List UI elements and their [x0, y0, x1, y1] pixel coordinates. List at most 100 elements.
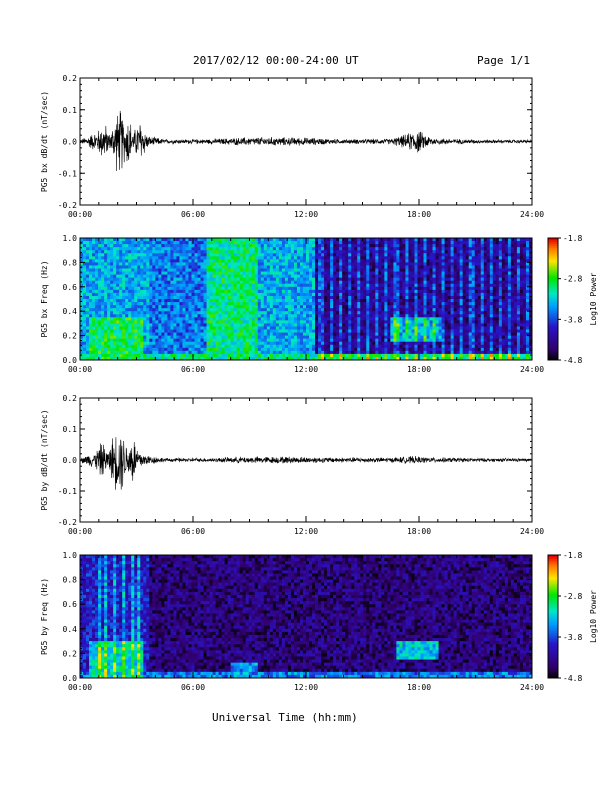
- heatmap-cell: [131, 353, 135, 358]
- heatmap-cell: [98, 332, 102, 336]
- heatmap-cell: [128, 356, 132, 361]
- heatmap-cell: [83, 256, 87, 260]
- heatmap-cell: [89, 314, 93, 318]
- heatmap-cell: [182, 356, 186, 361]
- heatmap-cell: [318, 295, 322, 300]
- heatmap-cell: [441, 292, 446, 297]
- heatmap-cell: [330, 341, 334, 346]
- heatmap-cell: [236, 344, 241, 349]
- heatmap-cell: [296, 302, 301, 306]
- heatmap-cell: [134, 289, 138, 294]
- heatmap-cell: [318, 268, 322, 272]
- heatmap-cell: [218, 241, 223, 245]
- heatmap-cell: [242, 311, 247, 315]
- heatmap-cell: [263, 244, 268, 248]
- heatmap-cell: [287, 320, 292, 324]
- heatmap-cell: [429, 341, 433, 346]
- heatmap-cell: [173, 289, 177, 294]
- heatmap-cell: [176, 329, 180, 333]
- heatmap-cell: [125, 299, 129, 303]
- heatmap-cell: [161, 244, 165, 248]
- heatmap-cell: [92, 344, 96, 349]
- heatmap-cell: [357, 332, 361, 336]
- heatmap-cell: [146, 317, 150, 321]
- heatmap-cell: [399, 329, 403, 333]
- heatmap-cell: [215, 311, 220, 315]
- heatmap-cell: [429, 268, 433, 272]
- heatmap-cell: [113, 347, 117, 352]
- heatmap-cell: [324, 320, 328, 324]
- heatmap-cell: [263, 277, 268, 282]
- heatmap-cell: [110, 262, 114, 266]
- heatmap-cell: [140, 292, 144, 297]
- heatmap-cell: [408, 274, 412, 279]
- heatmap-cell: [119, 335, 123, 340]
- heatmap-cell: [444, 305, 449, 309]
- heatmap-cell: [296, 323, 301, 327]
- heatmap-cell: [357, 299, 361, 303]
- heatmap-cell: [429, 350, 433, 355]
- heatmap-cell: [236, 353, 241, 358]
- heatmap-cell: [420, 280, 424, 285]
- heatmap-cell: [429, 353, 433, 358]
- heatmap-cell: [324, 262, 328, 266]
- heatmap-cell: [315, 356, 319, 361]
- heatmap-cell: [233, 274, 238, 279]
- heatmap-cell: [324, 289, 328, 294]
- heatmap-cell: [396, 320, 400, 324]
- heatmap-cell: [333, 277, 337, 282]
- heatmap-cell: [251, 302, 256, 306]
- heatmap-cell: [101, 280, 105, 285]
- heatmap-cell: [149, 250, 153, 254]
- heatmap-cell: [209, 292, 213, 297]
- heatmap-cell: [257, 277, 262, 282]
- heatmap-cell: [206, 347, 210, 352]
- heatmap-cell: [257, 238, 262, 242]
- heatmap-cell: [321, 238, 325, 242]
- heatmap-cell: [269, 311, 274, 315]
- heatmap-cell: [203, 308, 207, 312]
- heatmap-cell: [134, 259, 138, 263]
- heatmap-cell: [257, 302, 262, 306]
- heatmap-cell: [435, 353, 439, 358]
- heatmap-cell: [315, 259, 319, 263]
- heatmap-cell: [330, 326, 334, 330]
- heatmap-cell: [275, 238, 280, 242]
- heatmap-cell: [336, 338, 340, 343]
- heatmap-cell: [230, 338, 235, 343]
- heatmap-cell: [260, 256, 265, 260]
- heatmap-cell: [182, 350, 186, 355]
- heatmap-cell: [302, 295, 307, 300]
- heatmap-cell: [113, 308, 117, 312]
- heatmap-cell: [263, 289, 268, 294]
- heatmap-cell: [107, 292, 111, 297]
- heatmap-cell: [438, 241, 442, 245]
- heatmap-cell: [321, 350, 325, 355]
- heatmap-cell: [351, 295, 355, 300]
- heatmap-cell: [348, 244, 352, 248]
- heatmap-cell: [290, 317, 295, 321]
- heatmap-cell: [83, 286, 87, 291]
- heatmap-cell: [185, 265, 189, 269]
- heatmap-cell: [83, 277, 87, 282]
- heatmap-cell: [309, 256, 313, 260]
- heatmap-cell: [221, 311, 226, 315]
- heatmap-cell: [95, 259, 99, 263]
- heatmap-cell: [293, 244, 298, 248]
- heatmap-cell: [348, 332, 352, 336]
- heatmap-cell: [296, 317, 301, 321]
- heatmap-cell: [260, 338, 265, 343]
- heatmap-cell: [435, 305, 439, 309]
- heatmap-cell: [143, 238, 147, 242]
- heatmap-cell: [167, 283, 171, 288]
- heatmap-cell: [287, 335, 292, 340]
- heatmap-cell: [239, 323, 244, 327]
- heatmap-cell: [290, 314, 295, 318]
- heatmap-cell: [185, 250, 189, 254]
- heatmap-cell: [384, 259, 388, 263]
- heatmap-cell: [354, 295, 358, 300]
- heatmap-cell: [372, 332, 376, 336]
- heatmap-cell: [218, 356, 223, 361]
- heatmap-cell: [417, 326, 421, 330]
- heatmap-cell: [218, 305, 223, 309]
